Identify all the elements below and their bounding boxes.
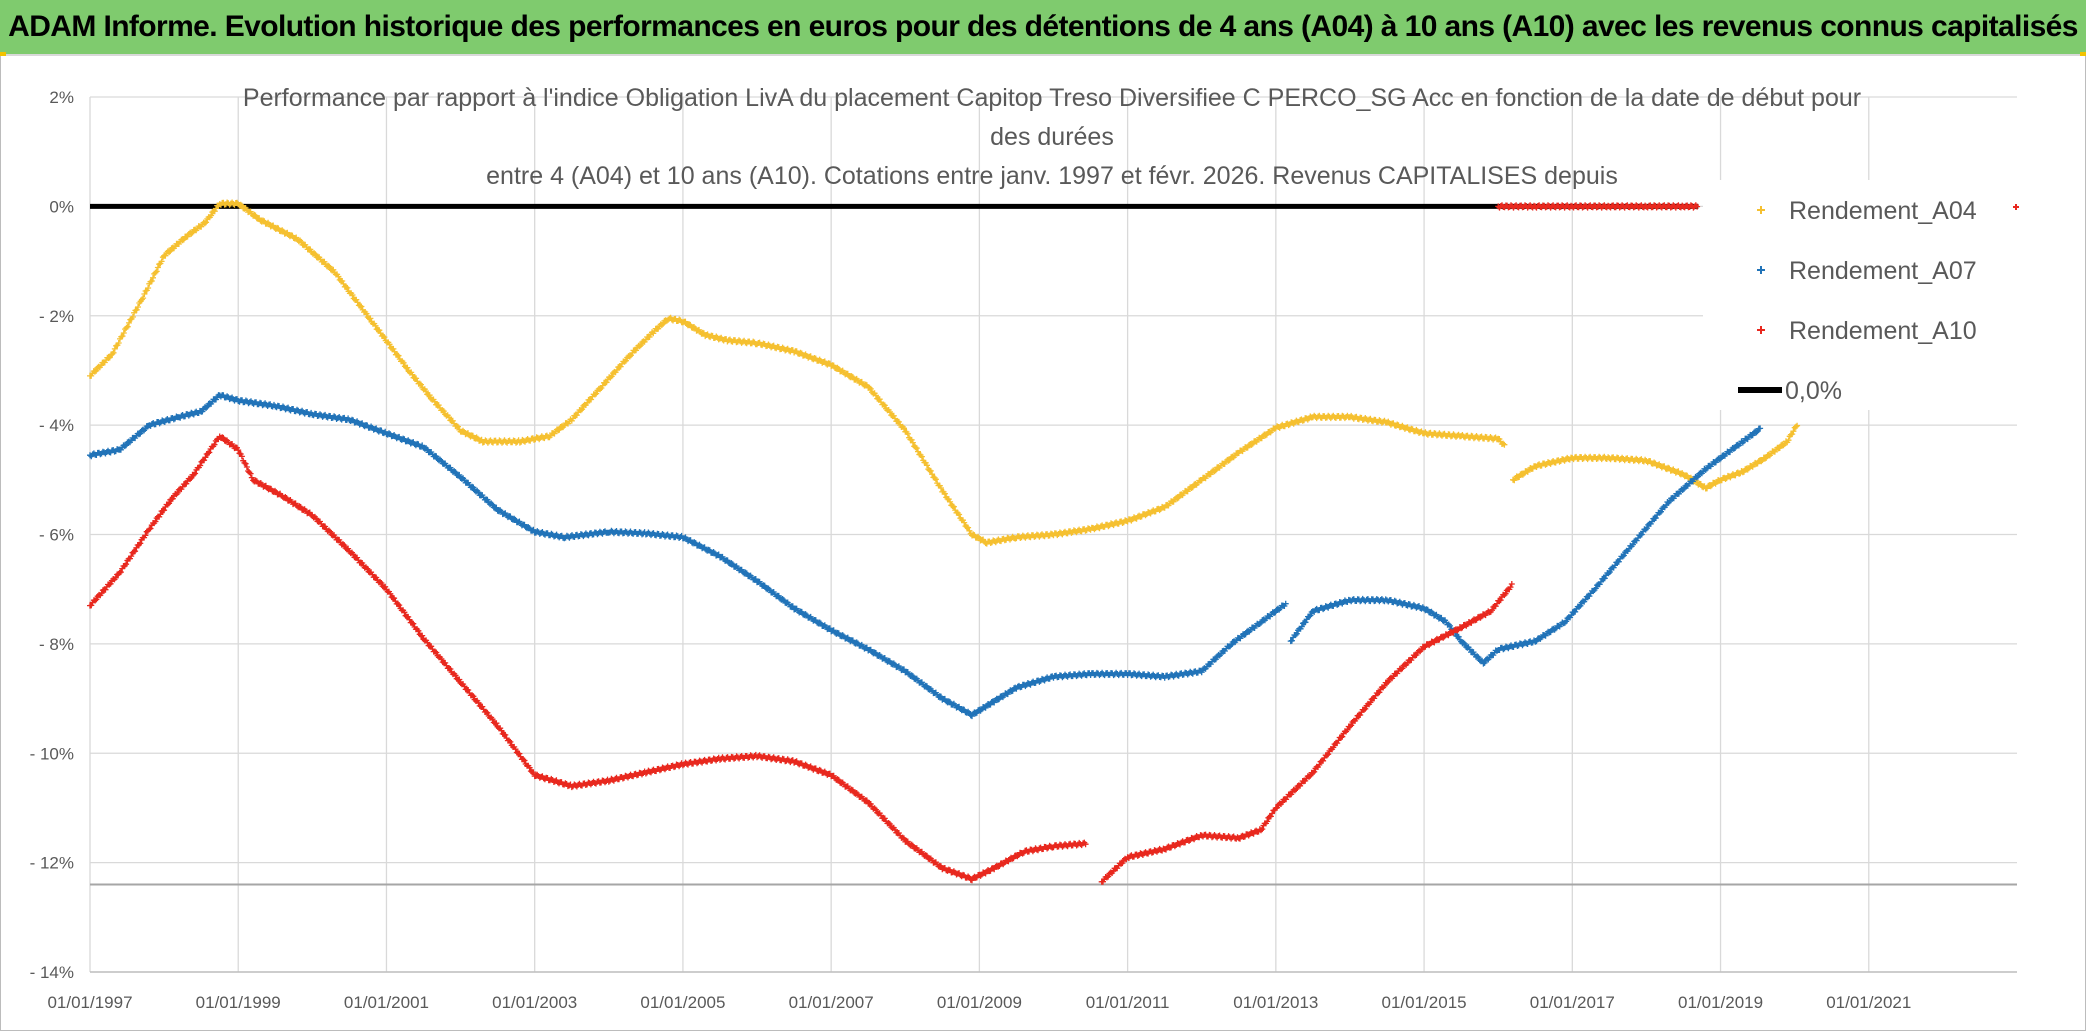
x-tick-label: 01/01/2009 (937, 993, 1022, 1012)
y-tick-label: - 2% (39, 307, 74, 326)
y-tick-label: - 4% (39, 416, 74, 435)
x-tick-label: 01/01/2001 (344, 993, 429, 1012)
legend-label: Rendement_A10 (1789, 317, 1977, 345)
legend-marker-icon (1757, 326, 1765, 334)
chart-title-line: Performance par rapport à l'indice Oblig… (243, 84, 1861, 112)
y-tick-label: - 8% (39, 635, 74, 654)
report-title: ADAM Informe. Evolution historique des p… (8, 10, 2078, 43)
x-tick-label: 01/01/2007 (789, 993, 874, 1012)
x-tick-label: 01/01/1999 (196, 993, 281, 1012)
legend-box (1703, 180, 2020, 410)
y-tick-label: - 10% (30, 744, 74, 763)
legend-label: Rendement_A07 (1789, 257, 1977, 285)
series-rendement-a07-markers (1287, 425, 1764, 667)
banner-corner-left (0, 52, 6, 56)
legend-stray-marker-icon (2013, 204, 2019, 210)
x-tick-label: 01/01/2013 (1233, 993, 1318, 1012)
series-rendement-a07-markers (87, 392, 1289, 720)
banner-corner-right (2080, 52, 2086, 56)
legend-marker-icon (1757, 266, 1765, 274)
series-rendement-a10-markers (1098, 581, 1515, 885)
chart-title-line: entre 4 (A04) et 10 ans (A10). Cotations… (486, 162, 1618, 190)
x-tick-label: 01/01/2011 (1086, 993, 1170, 1012)
series-rendement-a10-markers (87, 433, 1089, 884)
y-tick-label: - 14% (30, 963, 74, 982)
series-rendement-a04-markers (1510, 422, 1801, 492)
series-rendement-a10-markers (1495, 202, 1701, 211)
x-tick-label: 01/01/2005 (640, 993, 725, 1012)
x-tick-label: 01/01/2017 (1530, 993, 1615, 1012)
report-banner: ADAM Informe. Evolution historique des p… (0, 0, 2086, 56)
y-tick-label: 2% (49, 88, 74, 107)
legend-label: 0,0% (1785, 377, 1842, 405)
y-tick-label: 0% (49, 197, 74, 216)
legend-marker-icon (1757, 206, 1765, 214)
y-tick-label: - 12% (30, 854, 74, 873)
x-tick-label: 01/01/2003 (492, 993, 577, 1012)
x-tick-label: 01/01/1997 (47, 993, 132, 1012)
y-tick-label: - 6% (39, 526, 74, 545)
x-tick-label: 01/01/2021 (1826, 993, 1911, 1012)
legend-label: Rendement_A04 (1789, 197, 1977, 225)
chart-title-line: des durées (990, 123, 1114, 151)
x-tick-label: 01/01/2019 (1678, 993, 1763, 1012)
series-rendement-a04-markers (87, 199, 1508, 547)
x-tick-label: 01/01/2015 (1382, 993, 1467, 1012)
